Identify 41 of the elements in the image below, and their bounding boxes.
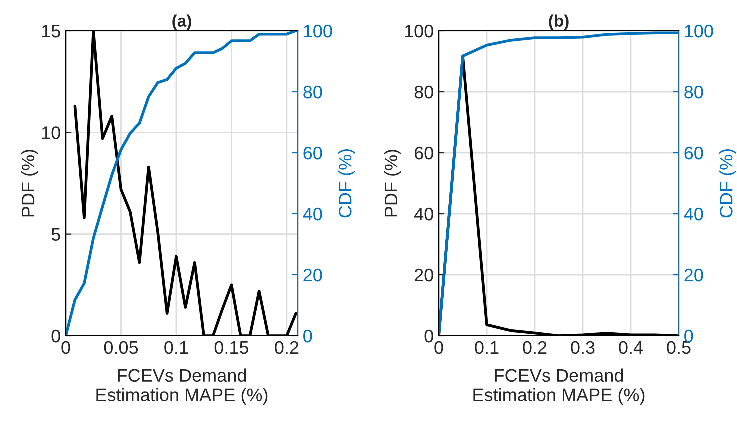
y-tick-label: 5 xyxy=(52,228,60,242)
x-tick-label: 0.3 xyxy=(571,341,595,354)
x-tick-label: 0.15 xyxy=(214,341,249,354)
y2-tick-label: 60 xyxy=(684,146,704,160)
y-tick-label: 15 xyxy=(42,25,60,38)
y-tick-label: 0 xyxy=(52,330,60,343)
y2-axis-title: CDF (%) xyxy=(338,150,356,218)
y2-tick-label: 80 xyxy=(304,86,322,99)
y-axis-title: PDF (%) xyxy=(21,150,38,217)
y2-tick-label: 0 xyxy=(304,330,312,343)
x-tick-label: 0.1 xyxy=(475,341,499,354)
y2-tick-label: 60 xyxy=(304,146,322,160)
y2-axis-title: CDF (%) xyxy=(720,150,736,218)
y-tick-label: 100 xyxy=(405,24,434,38)
y-tick-label: 20 xyxy=(414,268,434,282)
x-axis-title: FCEVs Demand Estimation MAPE (%) xyxy=(474,368,645,406)
x-tick-label: 0.1 xyxy=(164,341,188,354)
x-tick-label: 0 xyxy=(434,341,444,354)
x-tick-label: 0.5 xyxy=(667,341,691,354)
y-tick-label: 60 xyxy=(414,146,434,160)
y2-tick-label: 40 xyxy=(303,208,322,221)
y2-tick-label: 0 xyxy=(684,330,694,343)
y-tick-label: 80 xyxy=(414,86,434,99)
y2-tick-label: 100 xyxy=(304,24,332,38)
x-tick-label: 0.4 xyxy=(619,341,644,354)
y2-tick-label: 100 xyxy=(685,24,714,38)
y-axis-title: PDF (%) xyxy=(384,150,402,217)
x-tick-label: 0.2 xyxy=(523,341,547,354)
x-tick-label: 0 xyxy=(62,341,70,354)
x-tick-label: 0.05 xyxy=(104,341,138,354)
x-axis-title: FCEVs Demand Estimation MAPE (%) xyxy=(96,368,268,406)
y-tick-label: 10 xyxy=(42,126,60,140)
y2-tick-label: 40 xyxy=(684,208,704,221)
y2-tick-label: 80 xyxy=(684,86,704,99)
y2-tick-label: 20 xyxy=(304,268,322,282)
chart-title: (b) xyxy=(549,14,569,30)
x-tick-label: 0.2 xyxy=(275,341,299,354)
chart-title: (a) xyxy=(172,14,192,30)
y-tick-label: 40 xyxy=(414,208,434,221)
y-tick-label: 0 xyxy=(424,330,434,343)
y2-tick-label: 20 xyxy=(684,268,704,282)
